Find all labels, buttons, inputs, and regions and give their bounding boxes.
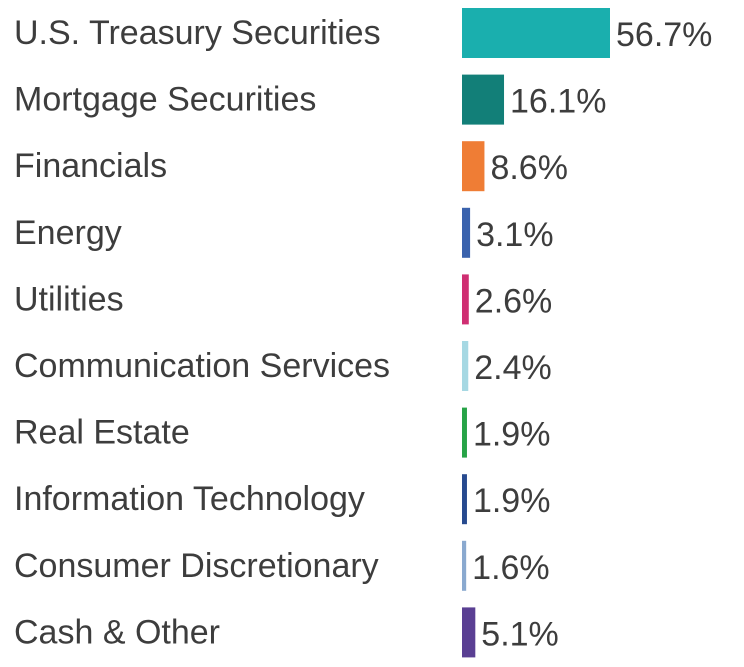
bar-cash-other	[462, 607, 476, 658]
bar-u-s-treasury-securities	[462, 8, 610, 58]
category-label-information-technology: Information Technology	[14, 480, 365, 518]
value-label-real-estate: 1.9%	[473, 416, 551, 454]
bar-mortgage-securities	[462, 74, 505, 125]
value-label-cash-other: 5.1%	[481, 615, 558, 653]
category-label-u-s-treasury-securities: U.S. Treasury Securities	[14, 14, 381, 52]
category-label-communication-services: Communication Services	[14, 347, 390, 385]
bar-energy	[462, 207, 471, 258]
category-label-utilities: Utilities	[14, 280, 124, 318]
category-label-energy: Energy	[14, 214, 122, 252]
category-label-financials: Financials	[14, 147, 167, 185]
bar-utilities	[462, 274, 469, 325]
value-label-mortgage-securities: 16.1%	[510, 83, 606, 121]
bars	[462, 8, 610, 658]
bar-communication-services	[462, 341, 469, 391]
value-label-information-technology: 1.9%	[473, 482, 551, 520]
value-label-utilities: 2.6%	[475, 282, 553, 320]
value-labels: 56.7% 16.1% 8.6% 3.1% 2.6% 2.4% 1.9% 1.9% 1.6% 5.…	[472, 16, 712, 653]
bar-consumer-discretionary	[462, 540, 467, 591]
bar-information-technology	[462, 474, 467, 525]
category-label-cash-other: Cash & Other	[14, 613, 220, 651]
value-label-consumer-discretionary: 1.6%	[472, 549, 550, 587]
category-label-mortgage-securities: Mortgage Securities	[14, 81, 316, 119]
value-label-communication-services: 2.4%	[474, 349, 551, 387]
category-labels: U.S. Treasury Securities Mortgage Securit…	[14, 14, 390, 651]
bar-financials	[462, 141, 485, 192]
value-label-u-s-treasury-securities: 56.7%	[616, 16, 712, 54]
category-label-consumer-discretionary: Consumer Discretionary	[14, 547, 379, 585]
value-label-financials: 8.6%	[490, 149, 568, 187]
bar-real-estate	[462, 407, 467, 458]
category-label-real-estate: Real Estate	[14, 414, 190, 452]
value-label-energy: 3.1%	[476, 216, 553, 254]
